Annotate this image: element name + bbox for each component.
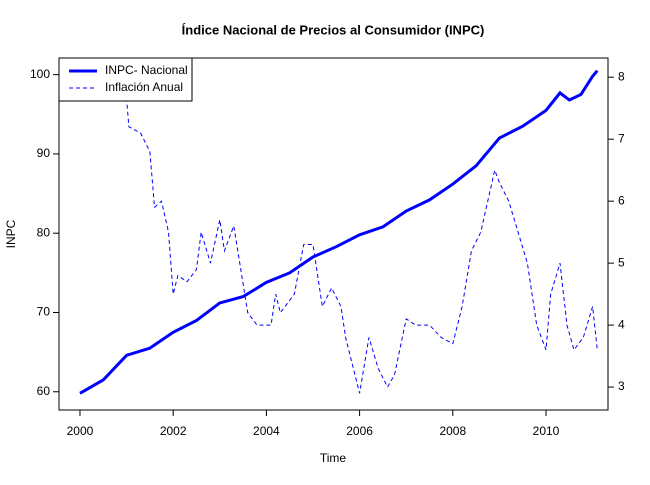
legend-label: INPC- Nacional (105, 63, 188, 77)
x-tick-label: 2000 (67, 424, 94, 438)
y2-tick-label: 4 (618, 317, 625, 331)
plot-frame (58, 57, 609, 411)
y2-tick-label: 7 (618, 131, 625, 145)
y2-tick-label: 8 (618, 69, 625, 83)
x-tick-label: 2004 (253, 424, 280, 438)
y-tick-label: 70 (37, 305, 51, 319)
legend-box (58, 57, 193, 102)
y2-tick-label: 3 (618, 379, 625, 393)
series-line (79, 69, 599, 395)
x-tick-label: 2002 (160, 424, 187, 438)
y-tick-label: 100 (30, 67, 50, 81)
x-tick-label: 2008 (439, 424, 466, 438)
y-tick-label: 80 (37, 225, 51, 239)
y2-tick-label: 5 (618, 255, 625, 269)
y-tick-label: 60 (37, 384, 51, 398)
y-axis-label: INPC (4, 219, 18, 248)
y2-tick-label: 6 (618, 193, 625, 207)
chart-title: Índice Nacional de Precios al Consumidor… (182, 22, 485, 37)
plot-area (79, 58, 599, 395)
x-tick-label: 2006 (346, 424, 373, 438)
legend: INPC- Nacional Inflación Anual (58, 57, 193, 102)
x-tick-label: 2010 (533, 424, 560, 438)
x-axis-label: Time (320, 451, 347, 465)
legend-label: Inflación Anual (105, 80, 183, 94)
y-tick-label: 90 (37, 146, 51, 160)
